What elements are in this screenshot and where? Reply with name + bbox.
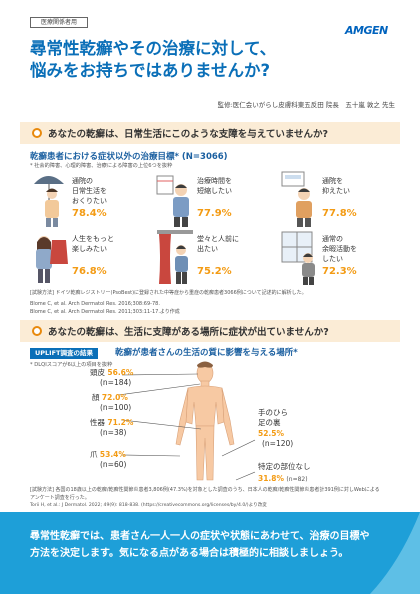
goal-item: 通院の日常生活をおくりたい 78.4% — [28, 170, 148, 230]
site-nails: 爪 53.4% — [90, 450, 126, 459]
leader-lines — [117, 373, 256, 481]
section1-method: [試験方法] ドイツ乾癬レジストリー(PsoBest)に登録された中等症から重症… — [30, 290, 307, 296]
footer-line1: 尋常性乾癬では、患者さん一人一人の症状や状態にあわせて、治療の目標や — [30, 531, 370, 542]
man-window-icon — [281, 231, 315, 285]
audience-tag: 医療関係者用 — [30, 17, 88, 28]
footer-banner: 尋常性乾癬では、患者さん一人一人の症状や状態にあわせて、治療の目標や 方法を決定… — [0, 512, 420, 594]
site-percentage: 31.8% — [258, 474, 285, 483]
body-figure-icon — [175, 361, 235, 481]
goal-label-line: 通院の — [72, 177, 93, 185]
goal-label-line: 短縮したい — [197, 187, 232, 195]
section2-method-line1: [試験方法] 各国の18歳以上の乾癬/乾癬性関節炎患者3,806例(47.3%)… — [30, 487, 380, 493]
goal-percentage: 76.8% — [72, 266, 107, 277]
site-name: 手のひら — [258, 408, 288, 417]
goal-label-line: 通常の — [322, 235, 343, 243]
goal-label-line: したい — [322, 255, 343, 263]
section2-note: * DLQIスコアが6以上の項目を抜粋 — [30, 362, 113, 368]
goal-label-line: 人生をもっと — [72, 235, 114, 243]
man-calendar-icon — [156, 175, 189, 227]
decorative-curve — [370, 512, 420, 594]
section2-ref1: Torii H, et al.: J Dermatol. 2022; 49(9)… — [30, 503, 267, 508]
goal-label-line: 楽しみたい — [72, 245, 107, 253]
site-n: (n=120) — [262, 439, 294, 448]
goal-item: 堂々と人前に 出たい 75.2% — [153, 228, 273, 288]
section1-ref2: Blome C, et al. Arch Dermatol Res. 2011;… — [30, 309, 180, 315]
person-curtain-icon — [157, 230, 193, 284]
site-scalp: 頭皮 56.6% — [90, 368, 133, 377]
amgen-logo: AMGEN — [345, 24, 388, 37]
section2-title: 乾癬が患者さんの生活の質に影響を与える場所* — [115, 348, 298, 358]
site-name: 性器 — [90, 418, 105, 427]
site-name: 頭皮 — [90, 368, 105, 377]
treatment-goals-grid: 通院の日常生活をおくりたい 78.4% 治療時間を短縮したい 77.9% 通院を… — [28, 170, 400, 285]
section1-subtitle: 乾癬患者における症状以外の治療目標* (N=3066) — [30, 152, 228, 162]
man-clinic-icon — [281, 171, 312, 227]
circle-bullet-icon — [32, 128, 42, 138]
goal-label-line: 出たい — [197, 245, 218, 253]
site-percentage: 56.6% — [107, 368, 134, 377]
woman-umbrella-icon — [34, 176, 64, 227]
site-percentage: 71.2% — [107, 418, 134, 427]
section1-heading: あなたの乾癬は、日常生活にこのような支障を与えていませんか? — [48, 129, 329, 140]
goal-item: 通常の余暇活動をしたい 72.3% — [278, 228, 398, 288]
goal-label-line: 治療時間を — [197, 177, 232, 185]
goal-item: 通院を抑えたい 77.8% — [278, 170, 398, 230]
site-name: 顔 — [92, 393, 100, 402]
section2-heading: あなたの乾癬は、生活に支障がある場所に症状が出ていませんか? — [48, 327, 329, 338]
footer-line2: 方法を決定します。気になる点がある場合は積極的に相談しましょう。 — [30, 548, 349, 559]
goal-percentage: 75.2% — [197, 266, 232, 277]
site-no-specific-value: 31.8% (n=82) — [258, 474, 308, 484]
section2-method-line2: アンケート調査を行った。 — [30, 495, 90, 501]
section1-note: * 社会的障害、心理的障害、治療による障害の上位6つを抜粋 — [30, 163, 173, 169]
site-no-specific: 特定の部位なし — [258, 462, 311, 471]
site-name: 爪 — [90, 450, 98, 459]
site-n: (n=100) — [100, 403, 132, 412]
goal-percentage: 77.9% — [197, 208, 232, 219]
site-n: (n=60) — [100, 460, 127, 469]
page-title-line1: 尋常性乾癬やその治療に対して、 — [30, 39, 277, 58]
site-face: 顔 72.0% — [92, 393, 128, 402]
goal-label-line: 日常生活を — [72, 187, 107, 195]
goal-label-line: 抑えたい — [322, 187, 350, 195]
section1-ref1: Blome C, et al. Arch Dermatol Res. 2016;… — [30, 301, 160, 307]
site-percentage: 52.5% — [258, 429, 285, 438]
supervisor-credit: 監修:医仁会いがらし皮膚科東五反田 院長 五十嵐 敦之 先生 — [217, 101, 395, 109]
site-n: (n=82) — [286, 476, 308, 483]
goal-percentage: 72.3% — [322, 266, 357, 277]
goal-percentage: 77.8% — [322, 208, 357, 219]
site-n: (n=38) — [100, 428, 127, 437]
section1-header: あなたの乾癬は、日常生活にこのような支障を与えていませんか? — [20, 122, 400, 144]
goal-label-line: 通院を — [322, 177, 343, 185]
goal-label-line: 堂々と人前に — [197, 235, 239, 243]
goal-label-line: おくりたい — [72, 197, 107, 205]
woman-clothes-icon — [36, 236, 68, 283]
site-n: (n=184) — [100, 378, 132, 387]
goal-percentage: 78.4% — [72, 208, 107, 219]
page-title-line2: 悩みをお持ちではありませんか? — [30, 61, 271, 80]
circle-bullet-icon — [32, 326, 42, 336]
goal-item: 人生をもっと 楽しみたい 76.8% — [28, 228, 148, 288]
goal-label-line: 余暇活動を — [322, 245, 357, 253]
site-name: 足の裏 — [258, 418, 281, 427]
site-percentage: 53.4% — [99, 450, 126, 459]
section2-header: あなたの乾癬は、生活に支障がある場所に症状が出ていませんか? — [20, 320, 400, 342]
site-genitals: 性器 71.2% — [90, 418, 133, 427]
uplift-badge: UPLIFT調査の結果 — [30, 348, 98, 359]
site-percentage: 72.0% — [101, 393, 128, 402]
site-palms-soles: 手のひら — [258, 408, 288, 417]
goal-item: 治療時間を短縮したい 77.9% — [153, 170, 273, 230]
